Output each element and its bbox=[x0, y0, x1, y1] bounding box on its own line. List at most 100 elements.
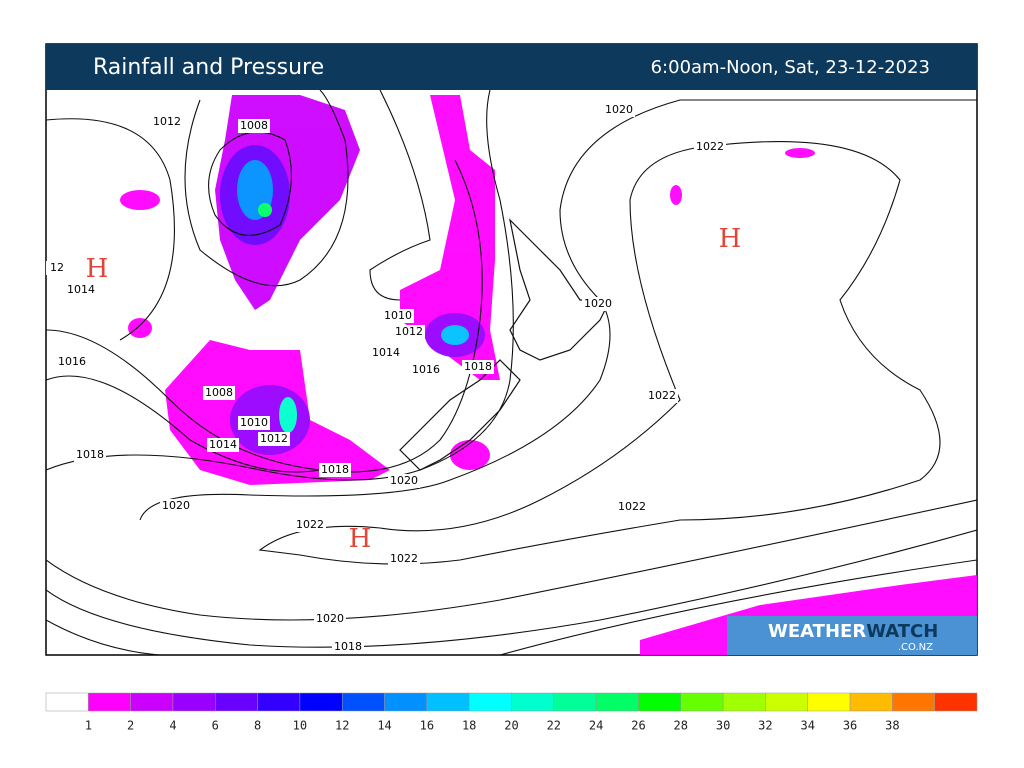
isobar-label: 1008 bbox=[240, 119, 268, 132]
legend-label: 32 bbox=[758, 719, 772, 733]
legend-swatch bbox=[595, 692, 639, 712]
legend-label: 24 bbox=[589, 719, 603, 733]
legend-label: 18 bbox=[462, 719, 476, 733]
label-bg bbox=[462, 360, 494, 374]
time-range: 6:00am-Noon, Sat, 23-12-2023 bbox=[651, 57, 930, 78]
logo-domain: .CO.NZ bbox=[898, 642, 933, 653]
label-bg bbox=[603, 103, 635, 117]
label-bg bbox=[388, 552, 420, 566]
title: Rainfall and Pressure bbox=[93, 55, 324, 80]
label-bg bbox=[388, 474, 420, 488]
isobars bbox=[46, 90, 977, 655]
isobar-label: 1008 bbox=[205, 386, 233, 399]
label-bg bbox=[616, 500, 648, 514]
legend-label: 20 bbox=[504, 719, 518, 733]
label-bg bbox=[238, 119, 270, 133]
legend-label: 14 bbox=[377, 719, 391, 733]
isobar-label: 1020 bbox=[584, 297, 612, 310]
legend-swatch bbox=[849, 692, 893, 712]
isobar-label: 1010 bbox=[240, 416, 268, 429]
label-bg bbox=[207, 438, 239, 452]
color-legend: 1 2 4 6 8 10 12 14 16 18 20 22 24 26 28 30 32 34 36 38 bbox=[45, 692, 978, 733]
isobar-label: 1016 bbox=[58, 355, 86, 368]
isobar-label: 1016 bbox=[412, 363, 440, 376]
label-bg bbox=[203, 386, 235, 400]
legend-label: 30 bbox=[716, 719, 730, 733]
legend-swatch bbox=[299, 692, 343, 712]
isobar-label: 1018 bbox=[321, 463, 349, 476]
legend-swatch bbox=[934, 692, 978, 712]
label-bg bbox=[319, 463, 351, 477]
legend-swatch bbox=[341, 692, 385, 712]
isobar-label: 1022 bbox=[296, 518, 324, 531]
legend-label: 1 bbox=[85, 719, 92, 733]
isobar-label: 1018 bbox=[464, 360, 492, 373]
isobar-label: 1020 bbox=[316, 612, 344, 625]
legend-swatch bbox=[722, 692, 766, 712]
legend-swatch bbox=[88, 692, 131, 712]
legend-swatch bbox=[384, 692, 428, 712]
map: 1012 100810201022121014102010101012101410… bbox=[46, 90, 977, 655]
isobar-label: 1012 bbox=[260, 432, 288, 445]
label-bg bbox=[410, 363, 442, 377]
legend-swatch bbox=[215, 692, 258, 712]
isobar-label: 1010 bbox=[384, 309, 412, 322]
logo-brand: WEATHERWATCH bbox=[768, 621, 938, 642]
legend-label: 38 bbox=[885, 719, 899, 733]
isobar-label: 1012 bbox=[153, 115, 181, 128]
label-bg bbox=[160, 499, 192, 513]
legend-label: 26 bbox=[631, 719, 645, 733]
legend-swatch bbox=[257, 692, 301, 712]
legend-label: 8 bbox=[254, 719, 261, 733]
legend-label: 10 bbox=[293, 719, 307, 733]
legend-swatch bbox=[468, 692, 512, 712]
legend-label: 12 bbox=[335, 719, 349, 733]
legend-swatch bbox=[130, 692, 174, 712]
label-bg bbox=[393, 325, 425, 339]
isobar-label: 1018 bbox=[76, 448, 104, 461]
legend-swatch bbox=[638, 692, 682, 712]
label-bg bbox=[694, 140, 726, 154]
isobar-label: 1022 bbox=[648, 389, 676, 402]
label-bg bbox=[65, 283, 97, 297]
isobar-label: 1018 bbox=[334, 640, 362, 653]
legend-label: 4 bbox=[169, 719, 176, 733]
legend-swatch bbox=[765, 692, 808, 712]
logo-brand-b: WATCH bbox=[866, 621, 938, 642]
legend-swatch bbox=[511, 692, 555, 712]
high-pressure-marker: H bbox=[719, 224, 742, 254]
map-frame bbox=[45, 43, 978, 656]
label-bg bbox=[151, 115, 183, 129]
label-bg bbox=[646, 389, 678, 403]
legend-swatch bbox=[892, 692, 935, 712]
legend-swatch bbox=[172, 692, 216, 712]
label-bg bbox=[382, 309, 414, 323]
legend-swatch bbox=[807, 692, 851, 712]
label-bg bbox=[332, 640, 364, 654]
legend-label: 2 bbox=[127, 719, 134, 733]
logo-brand-a: WEATHER bbox=[768, 621, 866, 642]
legend-label: 28 bbox=[674, 719, 688, 733]
legend-label: 22 bbox=[547, 719, 561, 733]
isobar-label: 12 bbox=[50, 261, 64, 274]
label-bg bbox=[56, 355, 88, 369]
legend-swatch bbox=[680, 692, 724, 712]
label-bg bbox=[294, 518, 326, 532]
label-bg bbox=[74, 448, 106, 462]
isobar-label: 1014 bbox=[67, 283, 95, 296]
legend-swatch bbox=[553, 692, 597, 712]
header-bar bbox=[46, 44, 977, 90]
isobar-label: 1022 bbox=[696, 140, 724, 153]
high-pressure-marker: H bbox=[349, 524, 372, 554]
legend-swatch bbox=[45, 692, 89, 712]
legend-label: 6 bbox=[212, 719, 219, 733]
label-bg bbox=[370, 346, 402, 360]
label-bg bbox=[46, 261, 73, 275]
isobar-label: 1022 bbox=[618, 500, 646, 513]
isobar-labels: 1012 100810201022121014102010101012101410… bbox=[46, 103, 742, 654]
isobar-label: 1012 bbox=[395, 325, 423, 338]
label-bg bbox=[314, 612, 346, 626]
isobar-label: 1020 bbox=[390, 474, 418, 487]
isobar-label: 1020 bbox=[605, 103, 633, 116]
